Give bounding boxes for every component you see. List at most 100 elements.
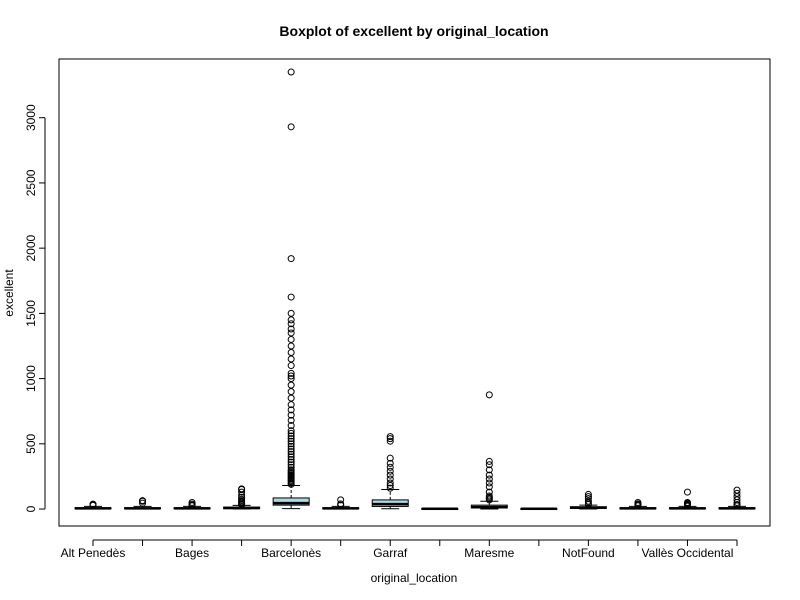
outlier-point	[287, 320, 295, 328]
box-group	[421, 507, 459, 511]
outlier-point	[287, 293, 295, 301]
outlier-point	[485, 492, 493, 500]
outlier-point	[287, 448, 295, 456]
box-group	[520, 507, 558, 511]
box-group	[470, 391, 508, 510]
outlier-point	[139, 499, 147, 507]
boxplot-series	[74, 68, 756, 511]
outlier-point	[287, 411, 295, 419]
outlier-point	[287, 329, 295, 337]
outlier-point	[386, 467, 394, 475]
x-tick-label: Maresme	[464, 546, 514, 560]
outlier-point	[287, 442, 295, 450]
x-tick-label: Garraf	[373, 546, 408, 560]
outlier-point	[485, 475, 493, 483]
outlier-point	[386, 459, 394, 467]
outlier-point	[485, 461, 493, 469]
outlier-point	[287, 401, 295, 409]
outlier-point	[287, 375, 295, 383]
y-tick-label: 2000	[24, 234, 38, 261]
x-axis: Alt Penedès Bages Barcelonès Garraf Maresme N…	[61, 539, 738, 560]
outlier-point	[287, 416, 295, 424]
outlier-point	[287, 316, 295, 324]
outlier-point	[238, 495, 246, 503]
outlier-point	[287, 432, 295, 440]
outlier-point	[287, 335, 295, 343]
outlier-point	[287, 381, 295, 389]
outlier-point	[584, 493, 592, 501]
x-tick-label: Barcelonès	[261, 546, 321, 560]
outlier-point	[287, 349, 295, 357]
outlier-point	[287, 394, 295, 402]
outlier-point	[485, 466, 493, 474]
outlier-point	[386, 437, 394, 445]
outlier-point	[337, 496, 345, 504]
outlier-point	[584, 495, 592, 503]
chart-title: Boxplot of excellent by original_locatio…	[279, 23, 548, 39]
outlier-point	[287, 427, 295, 435]
outlier-point	[733, 489, 741, 497]
outlier-point	[238, 493, 246, 501]
outlier-point	[386, 484, 394, 492]
outlier-point	[733, 500, 741, 508]
box-group	[322, 496, 360, 510]
x-tick-label: NotFound	[562, 546, 615, 560]
outlier-point	[287, 455, 295, 463]
y-tick-label: 3000	[24, 104, 38, 131]
outlier-point	[485, 483, 493, 491]
y-tick-label: 1500	[24, 300, 38, 327]
outlier-point	[683, 488, 691, 496]
plot-frame	[58, 58, 771, 527]
outlier-point	[287, 458, 295, 466]
outlier-point	[188, 499, 196, 507]
outlier-point	[386, 435, 394, 443]
outlier-point	[287, 435, 295, 443]
outlier-point	[287, 406, 295, 414]
outlier-point	[683, 499, 691, 507]
outlier-point	[287, 388, 295, 396]
x-tick-label: Alt Penedès	[61, 546, 126, 560]
box-group	[272, 68, 310, 510]
outlier-point	[238, 485, 246, 493]
y-tick-label: 2500	[24, 169, 38, 196]
outlier-point	[386, 475, 394, 483]
outlier-point	[386, 454, 394, 462]
outlier-point	[287, 355, 295, 363]
outlier-point	[485, 488, 493, 496]
outlier-point	[485, 479, 493, 487]
outlier-point	[89, 500, 97, 508]
outlier-point	[485, 457, 493, 465]
outlier-point	[287, 369, 295, 377]
outlier-point	[386, 433, 394, 441]
x-tick-label: Vallès Occidental	[642, 546, 734, 560]
box-group	[124, 497, 162, 510]
outlier-point	[238, 488, 246, 496]
outlier-point	[337, 500, 345, 508]
y-tick-label: 1000	[24, 365, 38, 392]
outlier-point	[287, 450, 295, 458]
box-group	[74, 500, 112, 510]
box-group	[173, 499, 211, 510]
outlier-point	[287, 445, 295, 453]
outlier-point	[287, 123, 295, 131]
outlier-point	[584, 499, 592, 507]
y-tick-label: 0	[24, 505, 38, 512]
outlier-point	[386, 482, 394, 490]
outlier-point	[287, 325, 295, 333]
outlier-point	[287, 422, 295, 430]
x-tick-label: Bages	[175, 546, 209, 560]
outlier-point	[733, 486, 741, 494]
outlier-point	[733, 496, 741, 504]
box-group	[668, 488, 706, 510]
outlier-point	[287, 68, 295, 76]
y-tick-label: 500	[24, 433, 38, 453]
outlier-point	[634, 499, 642, 507]
y-axis-label: excellent	[2, 269, 16, 317]
outlier-point	[287, 362, 295, 370]
outlier-point	[386, 463, 394, 471]
outlier-point	[386, 479, 394, 487]
outlier-point	[485, 391, 493, 399]
outlier-point	[287, 255, 295, 263]
x-axis-label: original_location	[371, 571, 458, 585]
